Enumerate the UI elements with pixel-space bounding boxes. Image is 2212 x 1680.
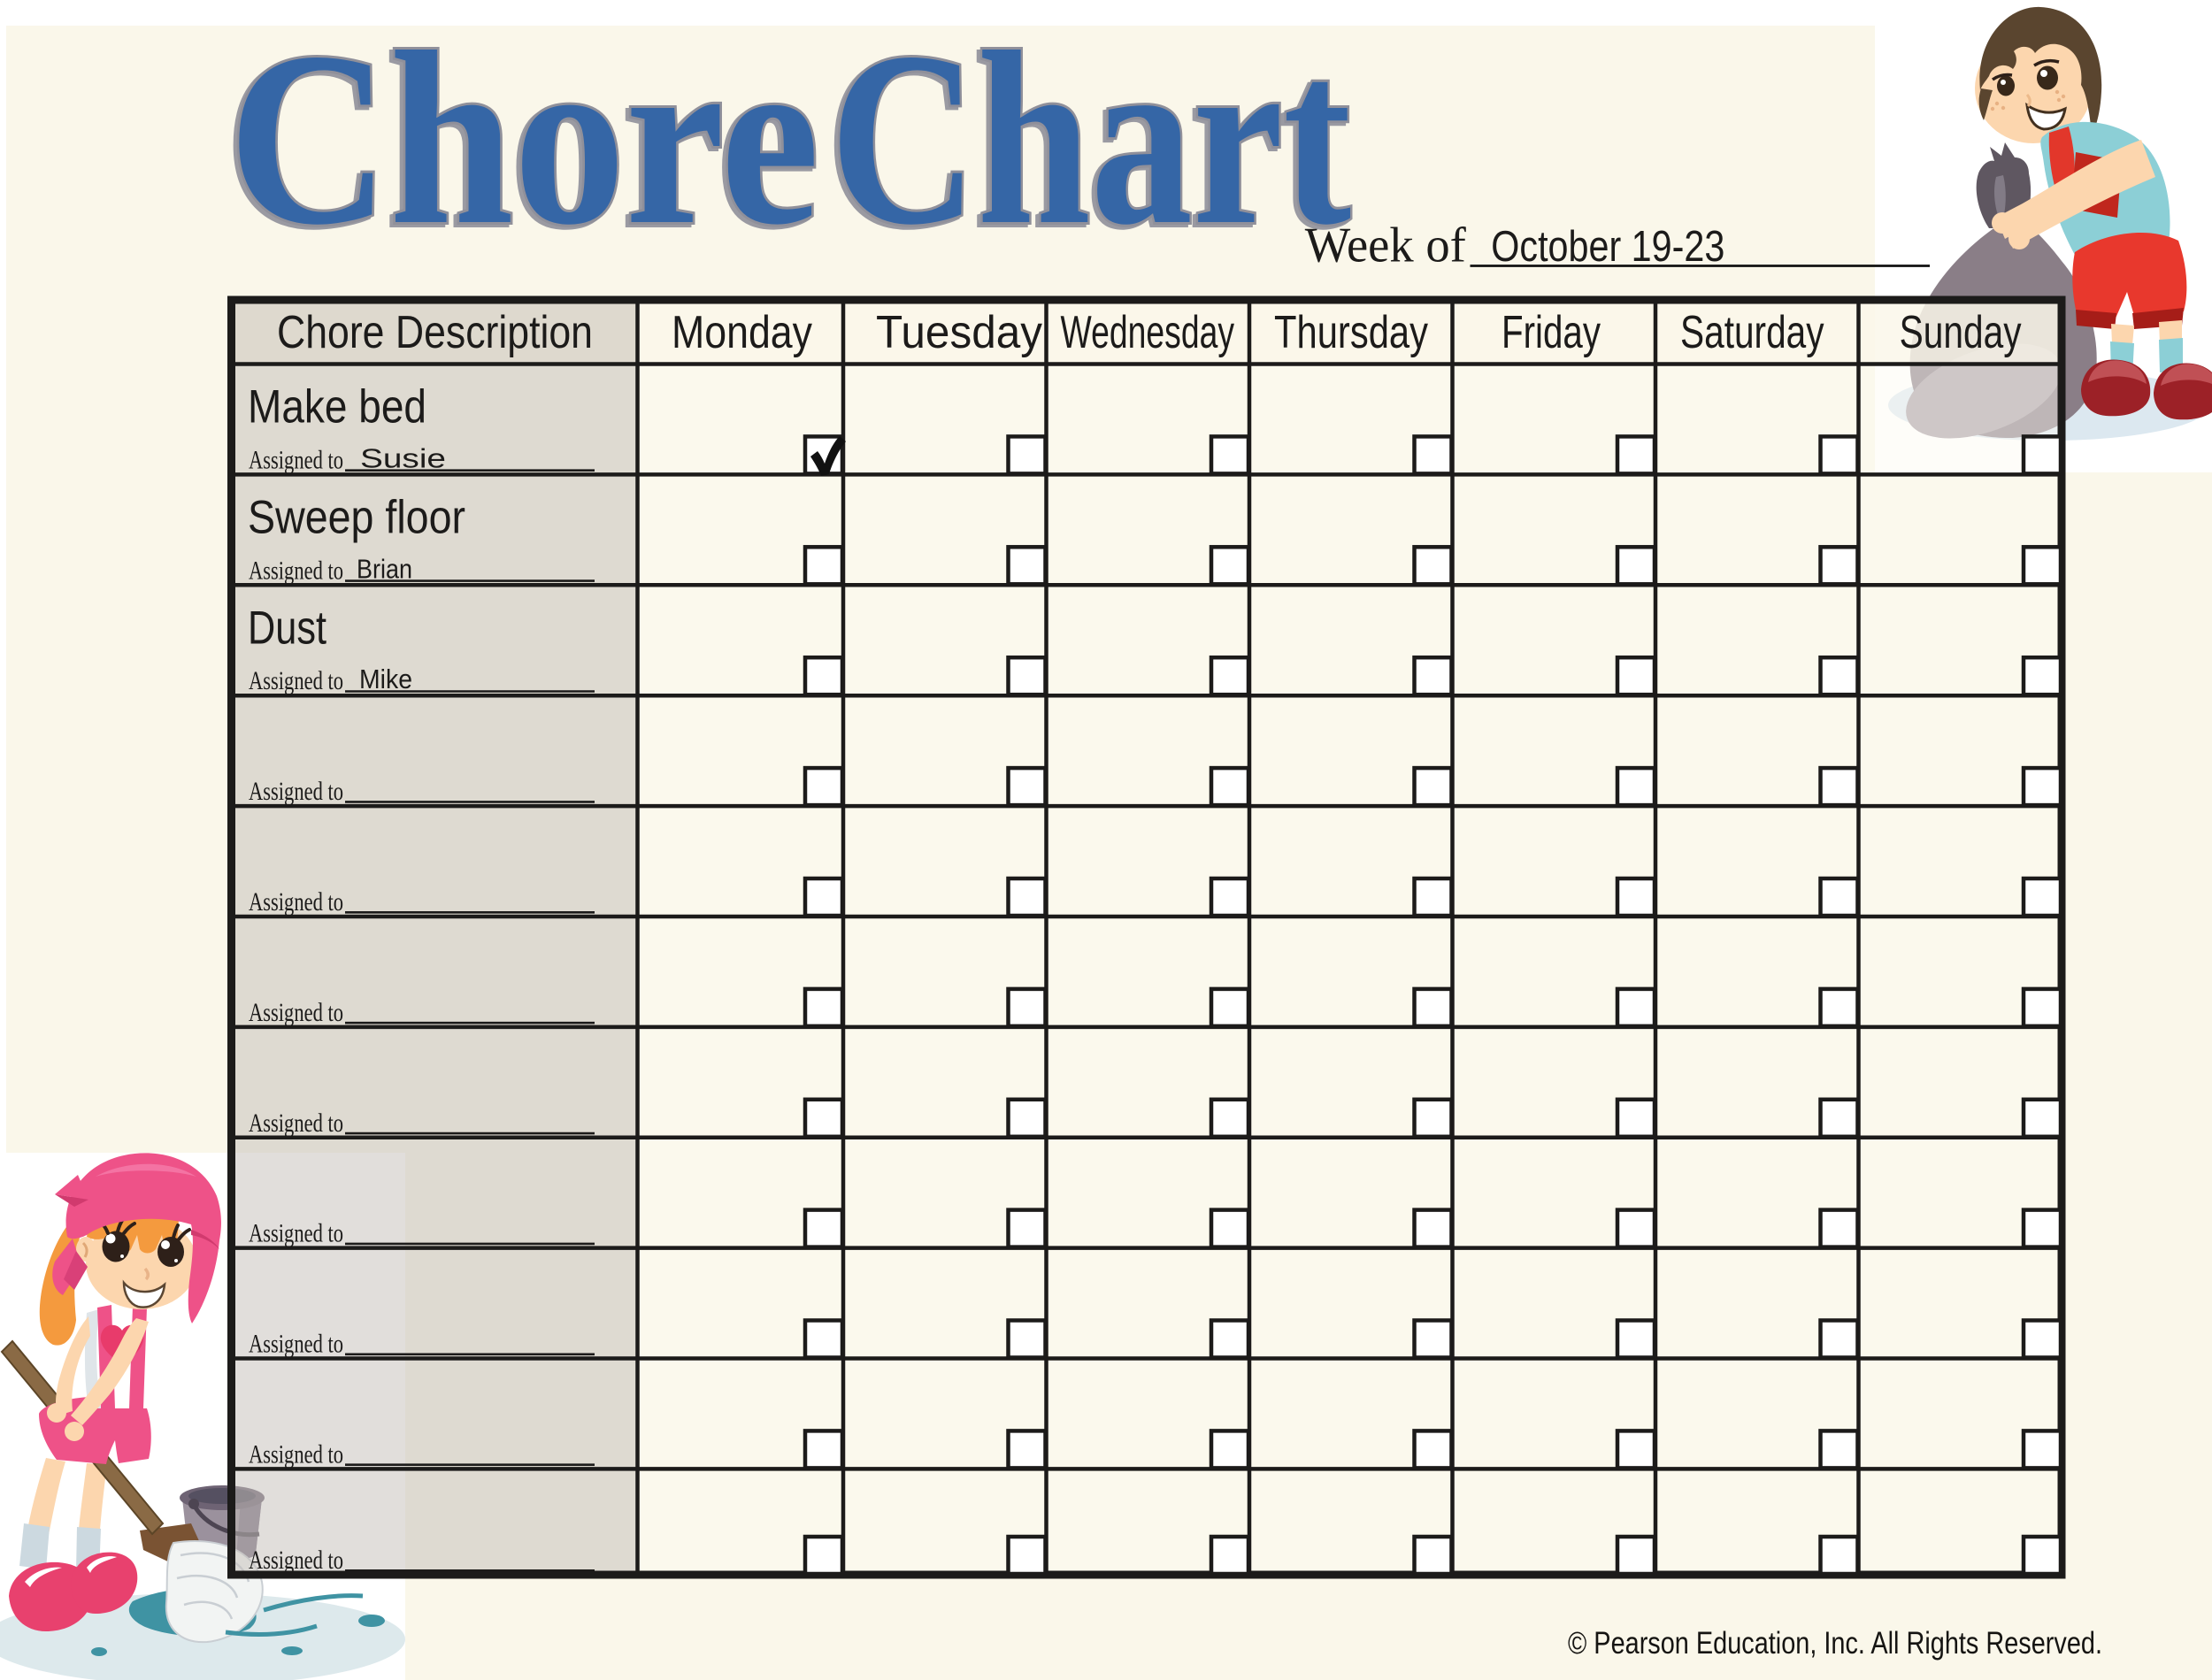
svg-text:Susie: Susie xyxy=(360,442,446,473)
svg-text:Sweep floor: Sweep floor xyxy=(248,491,465,543)
svg-text:Assigned to: Assigned to xyxy=(249,666,343,695)
svg-text:Week of: Week of xyxy=(1305,219,1466,273)
svg-text:Mike: Mike xyxy=(359,664,412,694)
svg-text:Friday: Friday xyxy=(1502,307,1601,358)
svg-text:© Pearson Education, Inc. All: © Pearson Education, Inc. All Rights Res… xyxy=(1568,1625,2102,1661)
svg-text:Assigned to: Assigned to xyxy=(249,1108,343,1138)
svg-text:Make bed: Make bed xyxy=(248,381,426,433)
svg-text:Wednesday: Wednesday xyxy=(1061,307,1235,358)
svg-text:Chart: Chart xyxy=(830,1,1354,277)
svg-text:Assigned to: Assigned to xyxy=(249,1546,343,1575)
svg-text:Thursday: Thursday xyxy=(1274,307,1428,358)
svg-text:Assigned to: Assigned to xyxy=(249,445,343,474)
svg-text:Chart: Chart xyxy=(826,4,1350,280)
svg-text:Chore Description: Chore Description xyxy=(277,307,593,358)
svg-text:Chore: Chore xyxy=(228,1,819,276)
svg-text:Saturday: Saturday xyxy=(1680,307,1824,358)
svg-text:Assigned to: Assigned to xyxy=(249,998,343,1027)
svg-text:Monday: Monday xyxy=(672,307,812,358)
svg-text:Brian: Brian xyxy=(357,553,412,584)
svg-text:Assigned to: Assigned to xyxy=(249,887,343,917)
svg-text:Assigned to: Assigned to xyxy=(249,1330,343,1359)
svg-text:Assigned to: Assigned to xyxy=(249,1219,343,1248)
svg-text:Assigned to: Assigned to xyxy=(249,556,343,585)
svg-text:Assigned to: Assigned to xyxy=(249,1439,343,1469)
svg-text:October 19-23: October 19-23 xyxy=(1491,223,1724,271)
svg-text:Assigned to: Assigned to xyxy=(249,777,343,806)
svg-text:Dust: Dust xyxy=(248,602,326,654)
svg-text:Tuesday: Tuesday xyxy=(876,307,1042,358)
svg-text:Sunday: Sunday xyxy=(1900,307,2022,358)
svg-text:Chore: Chore xyxy=(225,4,816,279)
